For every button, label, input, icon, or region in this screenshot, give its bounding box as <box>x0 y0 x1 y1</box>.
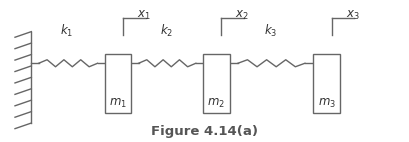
Text: $m_2$: $m_2$ <box>207 97 225 110</box>
Text: $x_1$: $x_1$ <box>137 9 151 22</box>
Text: $x_2$: $x_2$ <box>235 9 249 22</box>
Text: $m_3$: $m_3$ <box>317 97 335 110</box>
Bar <box>312 54 339 113</box>
Bar <box>202 54 229 113</box>
Text: $k_3$: $k_3$ <box>263 23 276 39</box>
Text: $m_1$: $m_1$ <box>109 97 127 110</box>
Text: $k_1$: $k_1$ <box>60 23 73 39</box>
Text: $k_2$: $k_2$ <box>159 23 172 39</box>
Text: $x_3$: $x_3$ <box>345 9 359 22</box>
Text: Figure 4.14(a): Figure 4.14(a) <box>151 126 258 138</box>
Bar <box>105 54 131 113</box>
